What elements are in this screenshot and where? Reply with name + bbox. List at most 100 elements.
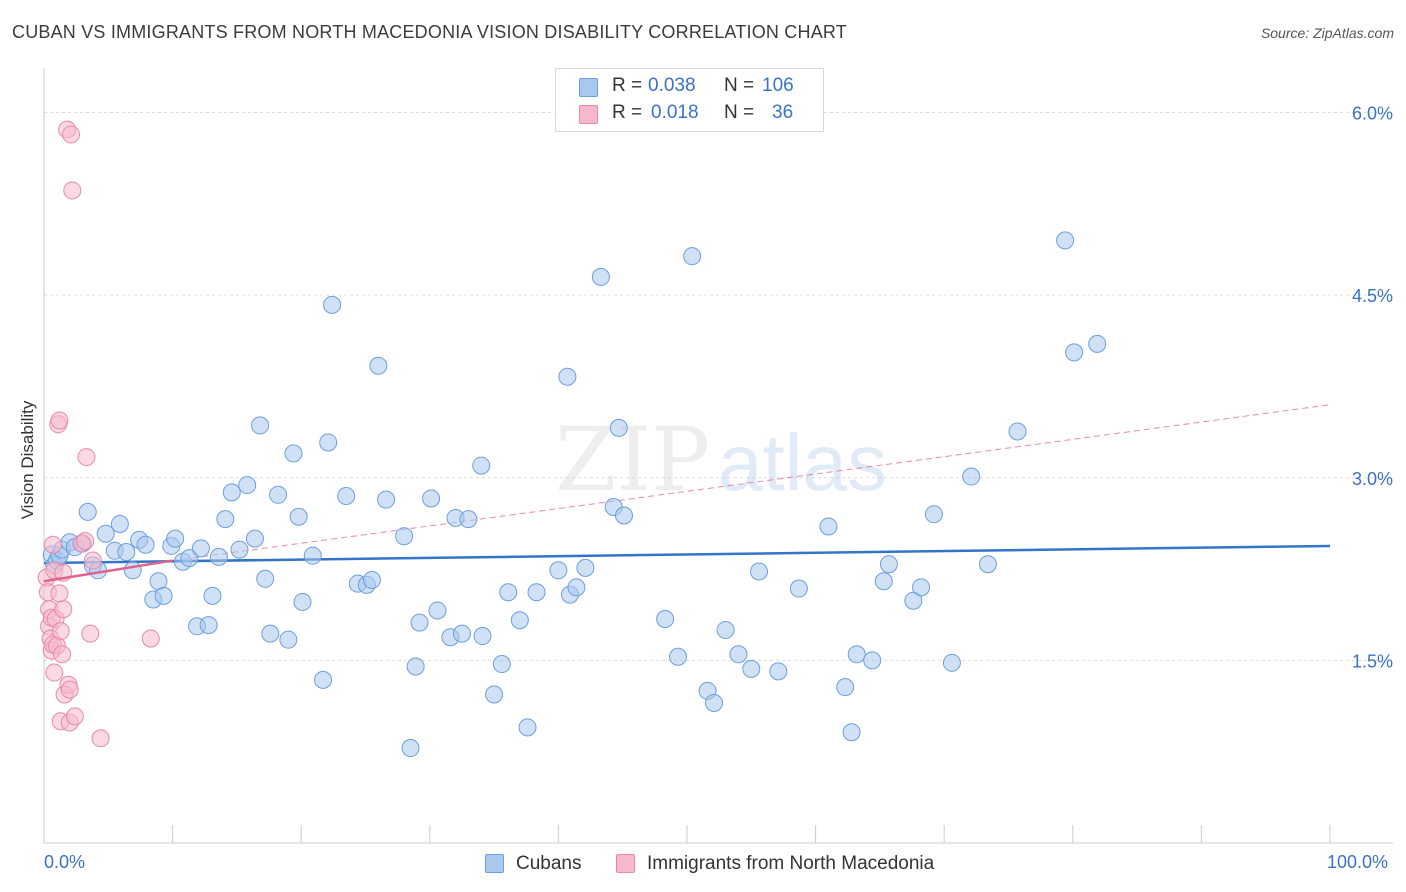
legend-label-cubans: Cubans	[516, 853, 582, 874]
correlation-legend: R = 0.038 N = 106 R = 0.018 N = 36	[555, 68, 824, 132]
cubans-point-91	[819, 517, 838, 536]
cubans-point-14	[117, 543, 136, 562]
cubans-point-103	[978, 555, 997, 574]
macedonia-point-35	[141, 629, 160, 648]
macedonia-point-31	[77, 448, 96, 467]
cubans-point-38	[269, 485, 288, 504]
cubans-point-33	[238, 476, 257, 495]
cubans-point-34	[245, 529, 264, 548]
chart-title: CUBAN VS IMMIGRANTS FROM NORTH MACEDONIA…	[12, 22, 847, 42]
cubans-point-88	[750, 562, 769, 581]
cubans-point-95	[863, 651, 882, 670]
cubans-point-82	[683, 247, 702, 266]
legend-n-label: N =	[724, 75, 755, 96]
cubans-point-74	[567, 578, 586, 597]
macedonia-points	[37, 120, 173, 748]
trend-lines	[43, 404, 1331, 565]
cubans-point-89	[769, 662, 788, 681]
cubans-point-86	[729, 645, 748, 664]
cubans-point-20	[154, 586, 173, 605]
cubans-point-81	[668, 647, 687, 666]
cubans-point-30	[216, 510, 235, 529]
y-axis-label: Vision Disability	[18, 400, 37, 520]
cubans-point-22	[166, 529, 185, 548]
cubans-point-87	[742, 659, 761, 678]
cubans-point-8	[78, 502, 97, 521]
macedonia-point-33	[83, 551, 102, 570]
legend-r-label: R =	[612, 75, 643, 96]
macedonia-point-26	[62, 125, 81, 144]
legend-swatch-cubans	[579, 78, 598, 97]
cubans-point-13	[110, 515, 129, 534]
cubans-point-46	[323, 295, 342, 314]
cubans-point-94	[847, 645, 866, 664]
macedonia-point-9	[45, 663, 64, 682]
cubans-point-102	[962, 467, 981, 486]
legend-label-macedonia: Immigrants from North Macedonia	[647, 853, 935, 874]
legend-n-value: 36	[772, 102, 794, 123]
cubans-point-44	[314, 670, 333, 689]
cubans-point-97	[879, 555, 898, 574]
y-tick-label-2: 4.5%	[1352, 286, 1393, 306]
source-label: Source: ZipAtlas.com	[1260, 25, 1394, 41]
macedonia-point-28	[65, 707, 84, 726]
legend-r-label: R =	[612, 102, 643, 123]
cubans-point-47	[337, 487, 356, 506]
macedonia-point-7	[44, 535, 63, 554]
cubans-point-55	[406, 657, 425, 676]
cubans-point-99	[912, 578, 931, 597]
cubans-point-52	[377, 490, 396, 509]
legend-row-macedonia: R = 0.018 N = 36	[556, 100, 823, 126]
macedonia-point-16	[51, 622, 70, 641]
cubans-point-90	[789, 579, 808, 598]
macedonia-point-14	[50, 584, 69, 603]
legend-swatch-macedonia	[579, 105, 598, 124]
y-tick-label-3: 6.0%	[1352, 104, 1393, 124]
cubans-point-39	[279, 630, 298, 649]
cubans-point-43	[303, 546, 322, 565]
cubans-point-64	[473, 627, 492, 646]
cubans-point-42	[293, 592, 312, 611]
cubans-point-70	[527, 583, 546, 602]
cubans-point-66	[492, 655, 511, 674]
cubans-point-72	[558, 367, 577, 386]
cubans-point-98	[904, 591, 923, 610]
cubans-point-101	[942, 653, 961, 672]
cubans-point-62	[459, 510, 478, 529]
gridlines	[44, 112, 1393, 661]
cubans-point-11	[96, 524, 115, 543]
watermark-zip: ZIP	[555, 408, 710, 511]
cubans-point-53	[395, 527, 414, 546]
macedonia-point-18	[53, 645, 72, 664]
cubans-trend-line	[43, 544, 1331, 565]
cubans-point-41	[289, 507, 308, 526]
macedonia-point-15	[50, 411, 69, 430]
cubans-point-58	[428, 601, 447, 620]
cubans-point-76	[591, 267, 610, 286]
cubans-point-31	[222, 483, 241, 502]
cubans-point-75	[576, 558, 595, 577]
cubans-point-61	[452, 624, 471, 643]
cubans-point-54	[401, 739, 420, 758]
cubans-point-57	[422, 489, 441, 508]
cubans-point-67	[499, 583, 518, 602]
legend-swatch-macedonia	[616, 854, 635, 873]
cubans-point-50	[362, 571, 381, 590]
macedonia-point-25	[60, 680, 79, 699]
cubans-point-28	[203, 586, 222, 605]
legend-r-value: 0.038	[648, 75, 696, 96]
cubans-point-56	[410, 613, 429, 632]
cubans-point-106	[1065, 343, 1084, 362]
cubans-point-35	[251, 416, 270, 435]
legend-row-cubans: R = 0.038 N = 106	[556, 73, 823, 99]
cubans-point-29	[209, 547, 228, 566]
macedonia-point-27	[63, 181, 82, 200]
macedonia-point-30	[76, 532, 95, 551]
cubans-point-85	[716, 620, 735, 639]
cubans-point-69	[518, 718, 537, 737]
cubans-point-51	[369, 356, 388, 375]
macedonia-trend-line	[43, 559, 173, 583]
watermark: ZIP atlas	[555, 408, 887, 511]
legend-n-value: 106	[762, 75, 794, 96]
